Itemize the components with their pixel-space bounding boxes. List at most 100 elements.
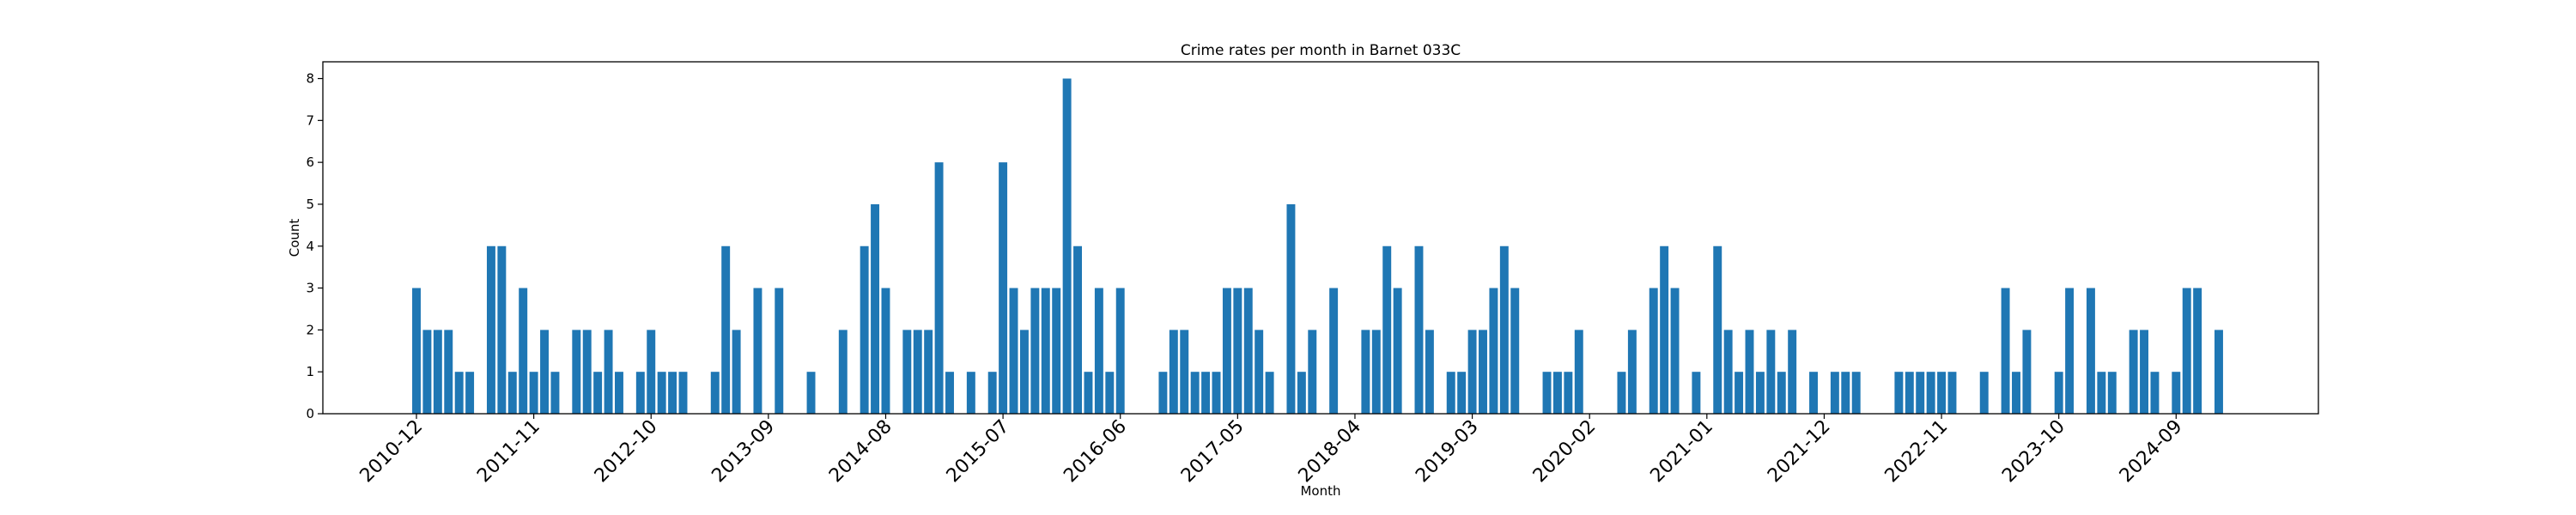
y-tick-label-8: 8 — [306, 71, 314, 87]
y-tick-label-2: 2 — [306, 322, 314, 337]
bar-2024-05 — [2129, 330, 2138, 414]
bar-2014-11 — [913, 330, 922, 414]
bar-2021-03 — [1723, 330, 1733, 414]
bar-2017-07 — [1255, 330, 1264, 414]
bar-2023-07 — [2022, 330, 2032, 414]
bar-2012-05 — [593, 372, 603, 414]
x-tick-label-2013-09: 2013-09 — [708, 416, 779, 488]
bar-2013-05 — [721, 245, 731, 414]
x-tick-label-2021-01: 2021-01 — [1646, 416, 1717, 488]
bar-2022-03 — [1851, 372, 1861, 414]
bar-2011-05 — [465, 372, 475, 414]
bar-2022-09 — [1916, 372, 1925, 414]
bar-2022-12 — [1947, 372, 1957, 414]
bar-2023-10 — [2054, 372, 2063, 414]
bar-2013-04 — [710, 372, 720, 414]
bar-2012-12 — [668, 372, 677, 414]
x-tick-label-2017-05: 2017-05 — [1177, 416, 1249, 488]
bar-2015-04 — [966, 372, 975, 414]
x-tick-label-2012-10: 2012-10 — [591, 416, 662, 488]
bar-2011-08 — [497, 245, 507, 414]
x-tick-label-2011-11: 2011-11 — [473, 416, 544, 488]
bar-2015-08 — [1009, 288, 1018, 414]
y-tick-label-5: 5 — [306, 197, 314, 212]
bar-2011-03 — [444, 330, 453, 414]
bar-2022-01 — [1830, 372, 1839, 414]
bar-2016-02 — [1073, 245, 1083, 414]
bar-2017-10 — [1286, 203, 1296, 414]
y-axis: 0 1 2 3 4 5 6 7 8 — [306, 71, 323, 421]
bar-2011-04 — [454, 372, 464, 414]
bar-2014-04 — [838, 330, 848, 414]
bar-2024-06 — [2140, 330, 2149, 414]
bar-2014-08 — [881, 288, 890, 414]
bar-2023-06 — [2012, 372, 2020, 414]
bar-2024-07 — [2150, 372, 2160, 414]
bar-2024-03 — [2107, 372, 2117, 414]
x-tick-label-2019-03: 2019-03 — [1412, 416, 1483, 488]
bar-2019-03 — [1467, 330, 1477, 414]
bar-2017-03 — [1212, 372, 1221, 414]
bar-2017-05 — [1233, 288, 1242, 414]
bar-2019-05 — [1489, 288, 1498, 414]
bar-2011-02 — [433, 330, 442, 414]
bar-2017-11 — [1297, 372, 1306, 414]
bar-2019-02 — [1457, 372, 1467, 414]
y-tick-label-3: 3 — [306, 281, 314, 296]
bar-2013-10 — [775, 288, 784, 414]
bar-2012-10 — [647, 330, 656, 414]
bar-2015-12 — [1052, 288, 1061, 414]
y-axis-label: Count — [287, 219, 302, 258]
bar-2019-10 — [1542, 372, 1552, 414]
bar-2019-01 — [1446, 372, 1455, 414]
x-tick-label-2010-12: 2010-12 — [356, 416, 428, 488]
bar-2021-11 — [1809, 372, 1818, 414]
bar-2014-01 — [806, 372, 816, 414]
bar-2018-08 — [1393, 288, 1402, 414]
plot-frame — [322, 61, 2319, 415]
bar-2012-07 — [615, 372, 623, 414]
bars-group — [412, 78, 2223, 415]
bar-2011-09 — [507, 372, 517, 414]
bar-2014-06 — [860, 245, 869, 414]
bar-2015-01 — [934, 162, 944, 414]
bar-2022-02 — [1841, 372, 1850, 414]
y-tick-label-4: 4 — [306, 239, 314, 254]
bar-2013-08 — [753, 288, 762, 414]
bar-2011-12 — [540, 330, 550, 414]
bar-2021-07 — [1766, 330, 1776, 414]
bar-2024-10 — [2182, 288, 2191, 414]
bar-2021-08 — [1777, 372, 1786, 414]
x-tick-label-2018-04: 2018-04 — [1295, 416, 1366, 488]
bar-2017-04 — [1222, 288, 1231, 414]
bar-2018-07 — [1382, 245, 1392, 414]
bar-2012-03 — [572, 330, 581, 414]
bar-2015-11 — [1041, 288, 1050, 414]
bar-2018-06 — [1371, 330, 1381, 414]
bar-2019-12 — [1564, 372, 1573, 414]
bar-2014-07 — [871, 203, 880, 414]
bar-2011-11 — [529, 372, 538, 414]
bar-2014-12 — [924, 330, 933, 414]
bar-2012-09 — [635, 372, 645, 414]
bar-2021-04 — [1735, 372, 1744, 414]
bar-2010-12 — [412, 288, 421, 414]
x-tick-label-2023-10: 2023-10 — [1998, 416, 2069, 488]
bar-2016-03 — [1084, 372, 1093, 414]
bar-2016-05 — [1105, 372, 1115, 414]
bar-2020-12 — [1692, 372, 1701, 414]
x-tick-label-2016-06: 2016-06 — [1060, 416, 1131, 488]
bar-2015-02 — [945, 372, 954, 414]
bar-2020-08 — [1649, 288, 1658, 414]
bar-2022-11 — [1937, 372, 1947, 414]
bar-2012-11 — [657, 372, 666, 414]
bar-2018-05 — [1361, 330, 1370, 414]
bar-2021-09 — [1788, 330, 1797, 414]
x-axis-label: Month — [1300, 483, 1340, 499]
bar-2021-05 — [1745, 330, 1754, 414]
x-tick-label-2020-02: 2020-02 — [1529, 416, 1601, 488]
bar-2016-12 — [1180, 330, 1189, 414]
bar-2015-07 — [999, 162, 1008, 414]
bar-2020-10 — [1670, 288, 1680, 414]
